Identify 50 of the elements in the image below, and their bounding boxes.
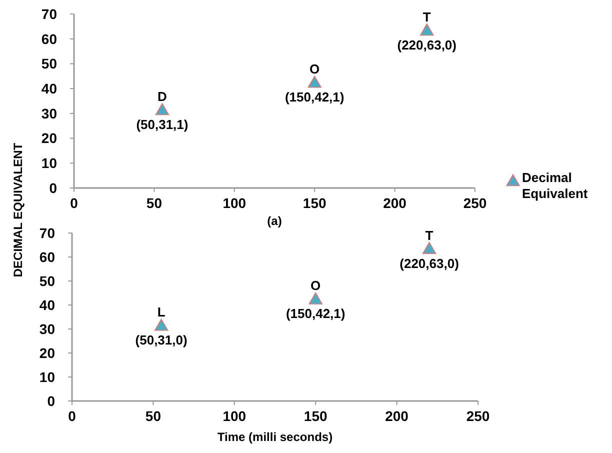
y-tick-label: 40	[39, 296, 56, 313]
x-tick-label: 200	[385, 408, 409, 424]
annotation: O	[310, 62, 320, 77]
point	[422, 242, 436, 254]
y-tick-label: 30	[39, 320, 56, 337]
y-tick-label: 50	[39, 272, 56, 289]
x-tick-label: 100	[222, 408, 246, 424]
annotation: (220,63,0)	[400, 256, 459, 271]
point	[154, 318, 168, 331]
x-axis-title: (a)	[267, 214, 282, 228]
x-axis-title: Time (milli seconds)	[217, 430, 333, 444]
y-tick-label: 50	[41, 56, 58, 72]
x-tick-label: 0	[68, 408, 76, 424]
annotation: T	[425, 228, 434, 243]
x-tick-label: 150	[304, 408, 328, 424]
y-tick-label: 40	[41, 80, 58, 96]
annotation: O	[310, 278, 321, 294]
point	[420, 24, 434, 36]
point	[155, 103, 170, 116]
legend-label: Decimal Equivalent	[522, 170, 588, 201]
y-tick-label: 70	[41, 6, 58, 22]
y-tick-label: 60	[39, 248, 56, 265]
y-tick-label: 0	[49, 180, 58, 196]
annotation: D	[158, 88, 167, 104]
x-tick-label: 100	[222, 195, 246, 211]
annotation: (50,31,1)	[136, 116, 188, 132]
x-tick-label: 250	[463, 195, 487, 211]
y-tick-label: 0	[47, 392, 56, 409]
x-tick-label: 0	[70, 195, 78, 211]
y-tick-label: 20	[41, 130, 58, 146]
x-tick-label: 200	[383, 195, 407, 211]
point	[308, 292, 322, 304]
y-axis-title: DECIMAL EQUIVALENT	[11, 142, 25, 278]
x-tick-label: 150	[302, 195, 326, 211]
x-tick-label: 250	[466, 408, 490, 424]
y-tick-label: 10	[41, 155, 58, 172]
y-tick-label: 20	[39, 344, 56, 361]
y-tick-label: 10	[39, 368, 56, 385]
annotation: (50,31,0)	[135, 332, 188, 348]
annotation: (220,63,0)	[397, 37, 457, 52]
annotation: (150,42,1)	[284, 90, 344, 105]
y-tick-label: 60	[41, 30, 58, 47]
x-tick-label: 50	[146, 195, 162, 211]
point	[308, 76, 322, 88]
annotation: T	[422, 9, 431, 24]
x-tick-label: 50	[145, 408, 162, 424]
y-tick-label: 70	[39, 224, 56, 241]
y-tick-label: 30	[41, 105, 58, 122]
annotation: L	[157, 304, 166, 320]
annotation: (150,42,1)	[286, 306, 346, 322]
